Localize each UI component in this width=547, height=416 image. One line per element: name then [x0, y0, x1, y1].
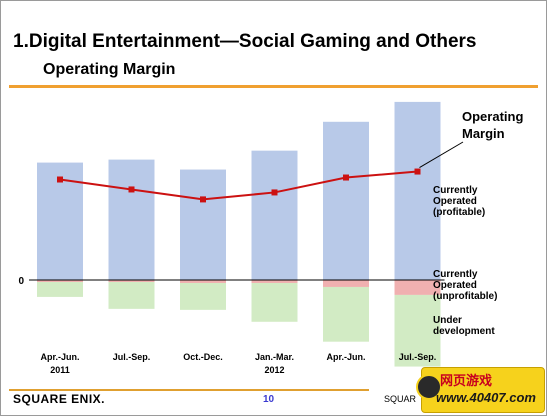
- margin-series-label: Margin: [462, 126, 505, 141]
- margin-point: [414, 168, 421, 175]
- x-tick-label: Jan.-Mar.: [255, 352, 294, 362]
- bar-unprofitable: [108, 280, 155, 282]
- bar-profitable: [108, 159, 155, 280]
- margin-point: [57, 176, 63, 183]
- margin-leader-line: [419, 141, 464, 168]
- footer-company-text: SQUAR: [384, 394, 417, 404]
- x-tick-label: Oct.-Dec.: [183, 352, 223, 362]
- margin-series-label: Operating: [462, 109, 523, 124]
- page-title: 1.Digital Entertainment―Social Gaming an…: [13, 31, 477, 52]
- series-label: Operated: [433, 280, 477, 291]
- x-tick-year-label: 2011: [50, 365, 70, 375]
- x-tick-year-label: 2012: [264, 365, 284, 375]
- series-label: Operated: [433, 196, 477, 207]
- x-tick-label: Jul.-Sep.: [399, 352, 437, 362]
- x-tick-label: Jul.-Sep.: [113, 352, 151, 362]
- header-divider: [9, 85, 538, 88]
- x-tick-label: Apr.-Jun.: [40, 352, 79, 362]
- bar-under-development: [394, 294, 441, 367]
- series-label: (profitable): [433, 207, 485, 218]
- series-label: (unprofitable): [433, 291, 497, 302]
- bar-under-development: [251, 282, 298, 322]
- site-watermark: 网页游戏 www.40407.com: [416, 367, 545, 413]
- margin-series-line: [59, 170, 418, 201]
- page-subtitle: Operating Margin: [43, 61, 176, 78]
- margin-point: [271, 189, 278, 196]
- bar-unprofitable: [323, 280, 369, 287]
- page-number: 10: [263, 394, 275, 405]
- mascot-icon: [416, 374, 442, 400]
- zero-tick-label: 0: [18, 276, 24, 287]
- bar-unprofitable: [394, 280, 441, 295]
- bar-unprofitable: [251, 280, 298, 283]
- bar-unprofitable: [37, 280, 83, 282]
- series-label: Currently: [433, 269, 478, 280]
- bar-under-development: [37, 281, 83, 297]
- series-label: Under: [433, 315, 462, 326]
- bar-under-development: [180, 282, 226, 310]
- footer-divider: [9, 389, 369, 391]
- series-label: development: [433, 326, 495, 337]
- bar-profitable: [394, 101, 441, 281]
- watermark-line2: www.40407.com: [436, 390, 536, 405]
- margin-point: [128, 186, 135, 193]
- bar-unprofitable: [180, 280, 226, 283]
- margin-point: [343, 174, 349, 181]
- series-label: Currently: [433, 185, 478, 196]
- bar-profitable: [323, 121, 369, 280]
- bar-profitable: [180, 169, 226, 280]
- bar-under-development: [323, 286, 369, 342]
- company-logo: SQUARE ENIX.: [13, 392, 106, 406]
- operating-margin-chart: 0OperatingMarginCurrentlyOperated(profit…: [18, 101, 523, 375]
- bar-profitable: [251, 150, 298, 280]
- bar-under-development: [108, 281, 155, 309]
- watermark-line1: 网页游戏: [440, 373, 493, 388]
- margin-point: [200, 196, 206, 203]
- x-tick-label: Apr.-Jun.: [326, 352, 365, 362]
